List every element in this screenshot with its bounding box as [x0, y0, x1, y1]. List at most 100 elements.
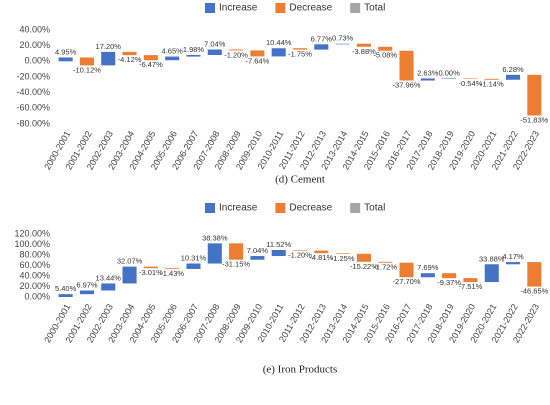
value-label: 1.98% — [183, 45, 205, 54]
bar — [506, 262, 521, 265]
value-label: -6.47% — [139, 60, 163, 69]
value-label: 13.44% — [96, 273, 122, 282]
legend-label: Increase — [219, 3, 258, 14]
legend-swatch — [205, 203, 215, 213]
bar — [271, 48, 286, 57]
bar — [79, 57, 94, 66]
legend-swatch — [275, 203, 286, 213]
y-tick-label: -40.00% — [16, 87, 50, 97]
bar — [292, 48, 308, 50]
bar — [271, 249, 286, 257]
bar — [207, 243, 222, 264]
value-label: 17.20% — [96, 42, 122, 51]
y-tick-label: 120.00% — [14, 228, 50, 238]
value-label: 4.65% — [162, 47, 184, 56]
legend-swatch — [275, 3, 286, 13]
bar — [356, 43, 371, 47]
y-tick-label: -80.00% — [16, 118, 50, 128]
caption: (e) Iron Products — [263, 364, 338, 376]
bar — [143, 266, 158, 269]
bar — [442, 273, 457, 279]
bar — [207, 49, 222, 56]
value-label: 11.52% — [266, 240, 291, 249]
bar — [335, 253, 350, 254]
y-tick-label: 0.00% — [24, 56, 50, 66]
value-label: -0.54% — [459, 79, 483, 88]
y-tick-label: 20.00% — [19, 40, 50, 50]
value-label: 32.07% — [117, 257, 143, 266]
value-label: -1.72% — [373, 263, 397, 272]
value-label: -5.08% — [373, 51, 397, 60]
y-tick-label: 80.00% — [19, 249, 50, 259]
value-label: -7.64% — [246, 56, 270, 65]
value-label: -4.12% — [118, 55, 142, 64]
bar — [527, 74, 542, 116]
bar — [292, 249, 308, 251]
y-tick-label: 40.00% — [19, 24, 50, 34]
value-label: 0.73% — [332, 34, 354, 43]
bar — [420, 78, 435, 81]
value-label: 4.17% — [502, 252, 524, 261]
legend-label: Decrease — [289, 203, 332, 214]
bar — [484, 78, 499, 80]
value-label: -1.75% — [288, 50, 312, 59]
bar — [122, 266, 137, 284]
value-label: -15.22% — [350, 262, 378, 271]
value-label: 10.44% — [266, 38, 292, 47]
value-label: -1.43% — [160, 269, 184, 278]
value-label: -27.70% — [393, 277, 421, 286]
bar — [79, 290, 94, 295]
bar — [122, 51, 137, 56]
value-label: -1.25% — [331, 254, 355, 263]
bar — [58, 57, 73, 62]
value-label: 5.40% — [55, 284, 77, 293]
value-label: 10.31% — [181, 254, 207, 263]
y-tick-label: -60.00% — [16, 103, 50, 113]
value-label: 6.97% — [76, 280, 98, 289]
bar — [378, 46, 393, 51]
y-tick-label: 0.00% — [24, 291, 50, 301]
value-label: -37.96% — [393, 80, 421, 89]
bar — [399, 262, 414, 278]
value-label: 7.04% — [204, 39, 226, 48]
bar — [229, 49, 244, 51]
bar — [143, 55, 158, 61]
value-label: 4.95% — [55, 47, 77, 56]
bar — [506, 74, 521, 80]
bar — [314, 250, 329, 254]
value-label: 0.00% — [438, 68, 460, 77]
value-label: -3.88% — [352, 47, 376, 56]
bar — [186, 263, 201, 269]
y-tick-label: -20.00% — [16, 71, 50, 81]
value-label: -46.65% — [520, 287, 548, 296]
bar — [378, 261, 393, 263]
value-label: 6.77% — [311, 34, 333, 43]
bar — [335, 43, 350, 45]
y-tick-label: 100.00% — [14, 239, 50, 249]
caption: (d) Cement — [275, 174, 325, 186]
value-label: 2.63% — [417, 68, 439, 77]
bar — [442, 78, 457, 79]
value-label: -9.37% — [437, 278, 461, 287]
value-label: -1.20% — [288, 251, 312, 260]
value-label: -1.20% — [224, 50, 248, 59]
value-label: -10.12% — [73, 65, 101, 74]
value-label: -3.01% — [139, 268, 163, 277]
legend-swatch — [350, 3, 361, 13]
legend-label: Decrease — [289, 3, 332, 14]
value-label: -1.14% — [480, 80, 504, 89]
y-tick-label: 40.00% — [19, 270, 50, 280]
legend-label: Total — [364, 203, 385, 214]
legend-swatch — [350, 203, 361, 213]
legend-label: Increase — [219, 203, 258, 214]
value-label: 38.38% — [202, 233, 228, 242]
value-label: 7.04% — [247, 246, 269, 255]
bar — [399, 50, 414, 81]
bar — [314, 44, 329, 50]
bar — [186, 55, 201, 57]
bar — [250, 50, 265, 57]
bar — [527, 262, 542, 287]
value-label: -4.81% — [309, 253, 333, 262]
bar — [101, 283, 116, 291]
